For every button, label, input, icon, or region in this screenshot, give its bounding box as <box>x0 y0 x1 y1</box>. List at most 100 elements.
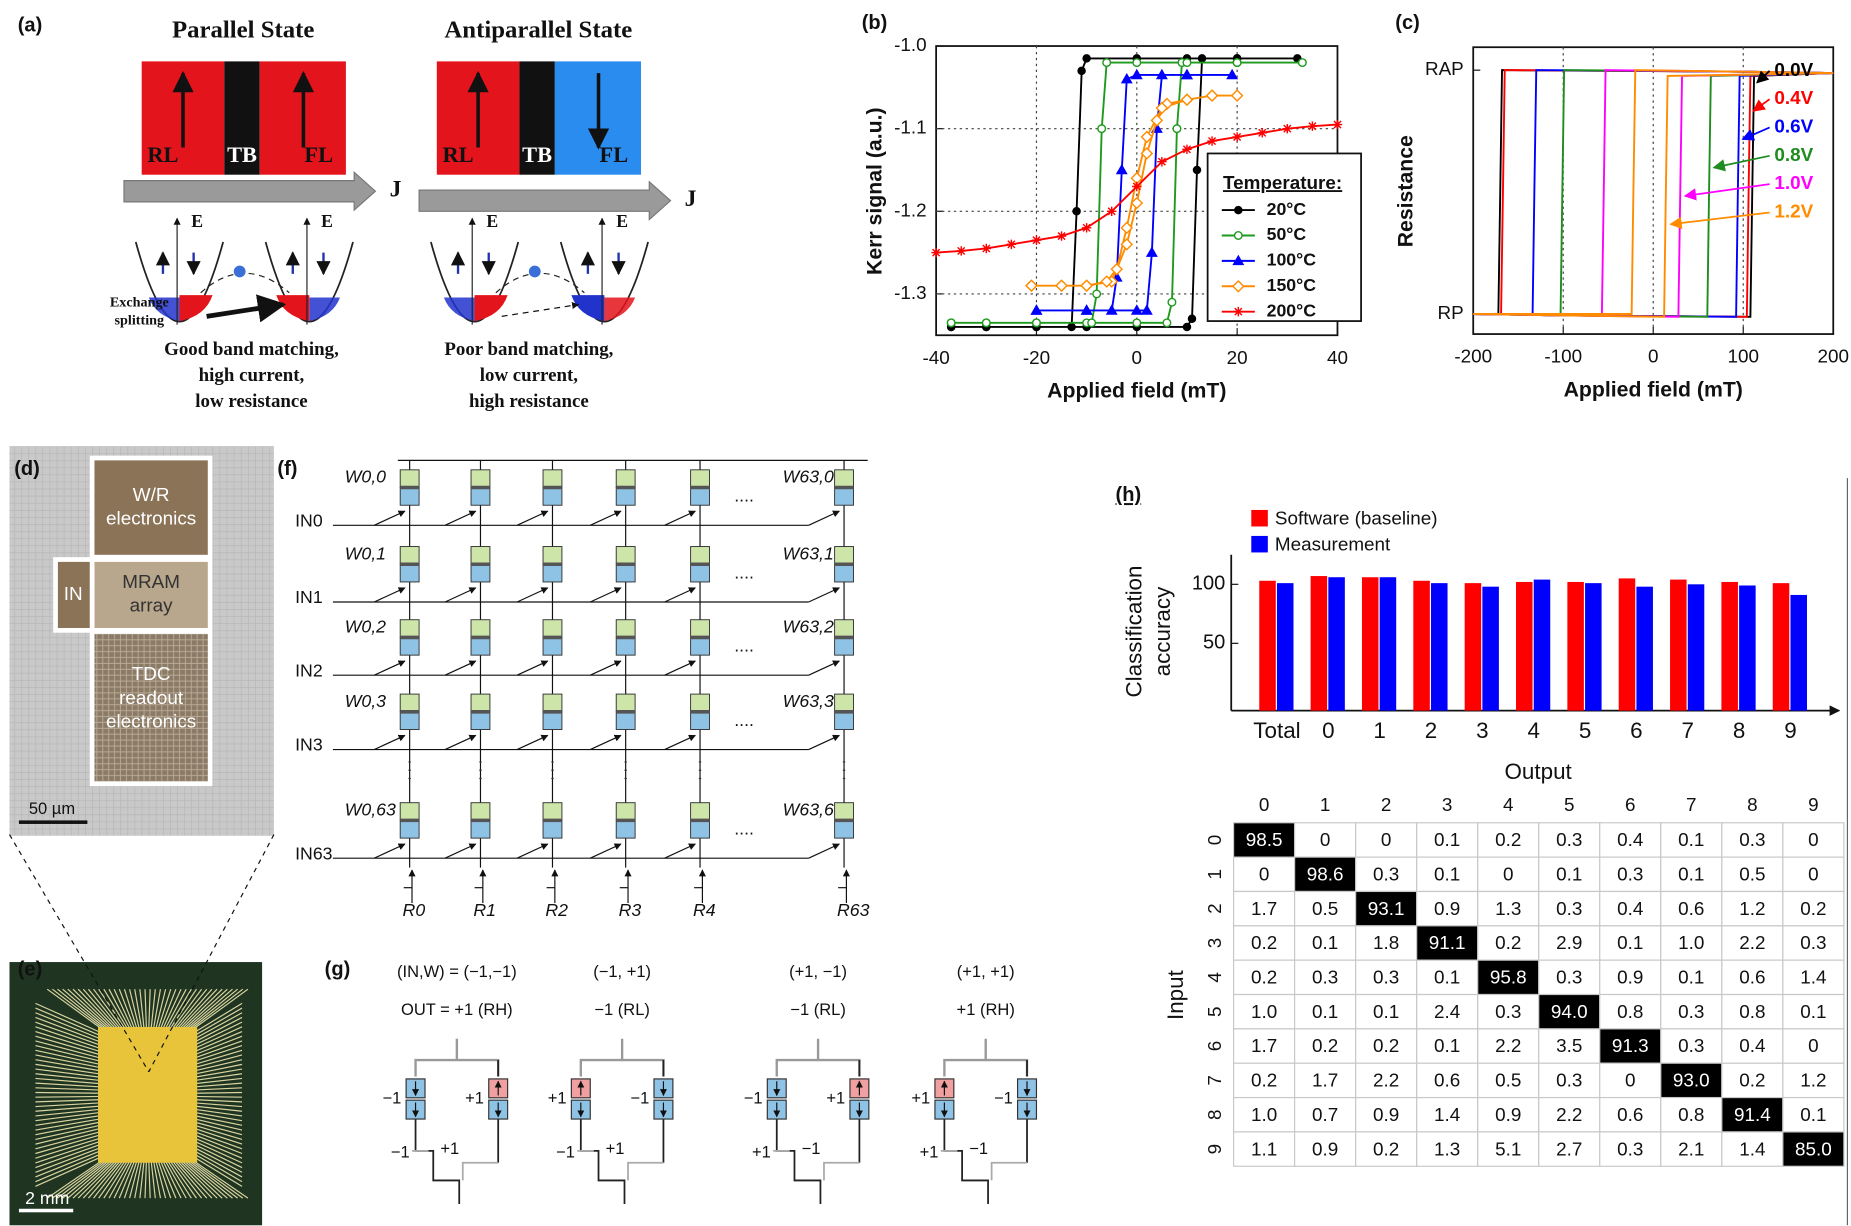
weight-label: W63,2 <box>783 617 834 637</box>
cell-label: 0.1 <box>1800 1002 1826 1023</box>
marker <box>1100 275 1114 288</box>
cell-access <box>590 587 622 603</box>
cell-label: 95.8 <box>1490 968 1527 989</box>
layer-tb <box>224 61 260 175</box>
bar <box>1431 583 1448 711</box>
marker <box>1077 66 1086 76</box>
bond-wire <box>35 1137 102 1159</box>
bond-wire <box>193 1130 243 1150</box>
energy-label: E <box>321 211 333 231</box>
cell-bottom <box>834 711 854 730</box>
bond-wire <box>35 1153 102 1183</box>
heat-cell <box>1233 1131 1296 1167</box>
cell-top <box>615 546 636 565</box>
bond-wire <box>113 1158 134 1199</box>
heat-cell <box>1538 1028 1601 1064</box>
wire <box>773 1150 860 1181</box>
bond-wire <box>35 1087 102 1091</box>
marker <box>1140 147 1154 160</box>
bond-wires <box>35 988 249 1199</box>
bond-wire <box>35 1124 102 1140</box>
tunnel-path <box>200 272 290 294</box>
bond-wire <box>193 1082 243 1088</box>
cell-label: 0.6 <box>1739 968 1765 989</box>
cell-label: 0.2 <box>1373 1139 1399 1160</box>
cell-bottom <box>399 819 420 839</box>
cell-top <box>542 619 563 638</box>
marker <box>1132 58 1142 68</box>
marker <box>1140 304 1153 315</box>
energy-label: E <box>486 211 498 231</box>
bond-wire <box>35 1156 102 1187</box>
cell-label: 1.7 <box>1251 899 1277 920</box>
x-tick-label: 7 <box>1682 718 1694 743</box>
heat-cell <box>1721 1096 1784 1133</box>
cell-label: 0.1 <box>1678 968 1704 989</box>
cell-label: 0.3 <box>1617 1139 1643 1160</box>
bond-wire <box>193 1087 243 1091</box>
cell-top <box>834 469 854 488</box>
cell-label: 2.2 <box>1739 933 1765 954</box>
bond-wire <box>193 1156 243 1187</box>
tunnel-arrow <box>501 302 580 317</box>
legend-label: Software (baseline) <box>1275 508 1438 529</box>
cell-access <box>590 660 622 676</box>
heat-cell <box>1721 959 1784 996</box>
bond-wire <box>193 1127 243 1145</box>
cell-label: 2.4 <box>1434 1002 1460 1023</box>
heat-cell <box>1416 890 1479 927</box>
x-tick-label: 0 <box>1322 718 1334 743</box>
heat-cell <box>1721 925 1784 961</box>
cell-access <box>373 843 406 859</box>
bond-wire <box>188 988 244 1031</box>
heat-cell <box>1538 925 1601 961</box>
bond-wire <box>163 988 187 1031</box>
cell-label: 0.2 <box>1312 1036 1338 1057</box>
marker <box>1080 279 1093 292</box>
cell-label: 0.3 <box>1556 830 1582 851</box>
cell-label: 0.2 <box>1739 1071 1765 1092</box>
marker <box>981 243 992 254</box>
marker <box>1332 119 1343 130</box>
bond-wire <box>193 1077 243 1085</box>
bond-wire <box>170 1158 203 1199</box>
cell-label: 0.1 <box>1312 933 1338 954</box>
heat-cell <box>1660 1131 1723 1167</box>
wire <box>579 1060 665 1205</box>
cell-access <box>590 510 622 526</box>
block-wr <box>94 460 208 555</box>
cell-label: 0.5 <box>1739 864 1765 885</box>
cell-top <box>615 469 636 488</box>
input-label: IN1 <box>295 587 323 607</box>
cell-access <box>664 734 696 751</box>
bond-wire <box>193 1134 243 1155</box>
heat-cell <box>1294 1062 1357 1099</box>
cell-label: 0.3 <box>1495 1002 1521 1023</box>
cell-top <box>834 802 854 821</box>
y-axis-label: accuracy <box>1150 586 1175 676</box>
readout-label: R1 <box>473 900 496 920</box>
marker <box>1145 246 1158 257</box>
column-label: 7 <box>1686 795 1697 816</box>
cell-bottom <box>615 819 636 839</box>
caption: low current, <box>480 365 578 386</box>
cell-label: 0.4 <box>1617 830 1643 851</box>
cell-access <box>373 510 406 526</box>
bond-wire <box>168 1158 197 1199</box>
cell-access <box>590 734 622 751</box>
bond-wire <box>35 1146 102 1173</box>
legend-label: 100°C <box>1267 250 1317 270</box>
panel-label: (b) <box>862 12 888 34</box>
bond-wire <box>184 988 233 1031</box>
heat-cell <box>1538 1096 1601 1133</box>
bond-wire <box>181 988 228 1031</box>
cell-bottom <box>542 711 563 730</box>
input-label: IN63 <box>295 843 333 863</box>
weight-label: W0,1 <box>345 543 386 563</box>
ellipsis: .... <box>734 486 754 506</box>
bond-wire <box>35 1143 102 1169</box>
exchange-label: splitting <box>115 312 165 328</box>
cell-label: 1.8 <box>1373 933 1399 954</box>
bond-wire <box>35 1127 102 1145</box>
legend-label: 1.0V <box>1774 173 1813 194</box>
